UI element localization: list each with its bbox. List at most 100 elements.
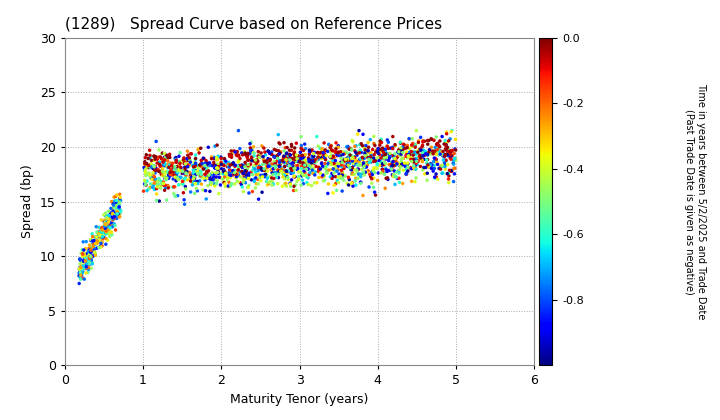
Point: [337, 151, 348, 158]
Point: [388, 163, 400, 169]
Point: [175, 158, 186, 165]
Point: [255, 172, 266, 178]
Point: [383, 154, 395, 160]
Point: [161, 154, 173, 160]
Point: [87, 238, 99, 244]
Point: [359, 171, 370, 178]
Point: [157, 165, 168, 172]
Point: [291, 140, 302, 147]
Point: [369, 157, 381, 164]
Point: [112, 211, 124, 218]
Point: [401, 171, 413, 178]
Point: [219, 181, 230, 187]
Point: [174, 174, 186, 181]
Point: [344, 145, 356, 152]
Point: [233, 162, 245, 169]
Point: [195, 173, 207, 179]
Point: [346, 158, 357, 164]
Point: [349, 154, 361, 161]
Point: [100, 226, 112, 233]
Point: [246, 146, 257, 152]
Point: [448, 157, 459, 164]
Point: [346, 146, 357, 152]
Point: [431, 159, 443, 165]
Point: [195, 171, 207, 178]
Point: [103, 215, 114, 222]
Point: [163, 161, 174, 168]
Point: [77, 250, 89, 257]
Point: [175, 166, 186, 173]
Point: [330, 161, 342, 168]
Point: [96, 225, 107, 231]
Point: [97, 224, 109, 231]
Point: [91, 239, 102, 246]
Point: [222, 163, 234, 170]
Point: [140, 182, 152, 189]
Point: [333, 149, 344, 155]
Point: [114, 207, 126, 213]
Point: [384, 152, 395, 159]
Point: [346, 179, 358, 186]
Point: [233, 157, 245, 164]
Point: [226, 180, 238, 187]
Point: [390, 155, 401, 162]
Point: [104, 228, 115, 235]
Point: [84, 253, 96, 260]
Point: [114, 204, 125, 210]
Point: [310, 156, 322, 163]
Point: [440, 165, 451, 172]
Point: [431, 134, 442, 140]
Point: [111, 202, 122, 209]
Point: [338, 163, 349, 170]
Point: [336, 152, 347, 159]
Point: [207, 176, 219, 183]
Point: [343, 155, 354, 162]
Point: [440, 151, 451, 158]
Point: [417, 137, 428, 144]
Point: [372, 148, 383, 155]
Point: [400, 166, 412, 173]
Point: [248, 178, 260, 185]
Point: [395, 151, 407, 158]
Point: [212, 165, 223, 172]
Point: [300, 172, 311, 178]
Point: [172, 168, 184, 175]
Point: [202, 173, 214, 179]
Point: [290, 163, 302, 169]
Point: [213, 163, 225, 170]
Point: [102, 213, 113, 220]
Point: [352, 131, 364, 138]
Point: [271, 154, 283, 161]
Point: [185, 178, 197, 184]
Point: [368, 165, 379, 172]
Point: [97, 232, 109, 239]
Point: [302, 181, 314, 188]
Point: [376, 156, 387, 163]
Point: [385, 161, 397, 168]
Point: [289, 181, 301, 188]
Point: [77, 275, 89, 282]
Point: [96, 217, 107, 223]
Point: [307, 170, 319, 177]
Point: [189, 173, 200, 180]
Point: [352, 165, 364, 172]
Point: [275, 167, 287, 174]
Point: [278, 154, 289, 160]
Point: [73, 266, 85, 273]
Point: [423, 149, 435, 155]
Point: [85, 249, 96, 256]
Point: [439, 163, 451, 170]
Point: [141, 187, 153, 194]
Point: [330, 145, 341, 152]
Point: [170, 154, 181, 161]
Point: [179, 157, 190, 163]
Point: [378, 150, 390, 156]
Point: [94, 224, 105, 231]
Point: [409, 157, 420, 163]
Point: [379, 146, 391, 152]
Point: [246, 147, 258, 154]
Point: [225, 172, 236, 179]
Point: [113, 202, 125, 208]
Point: [338, 177, 349, 184]
Point: [91, 223, 102, 230]
